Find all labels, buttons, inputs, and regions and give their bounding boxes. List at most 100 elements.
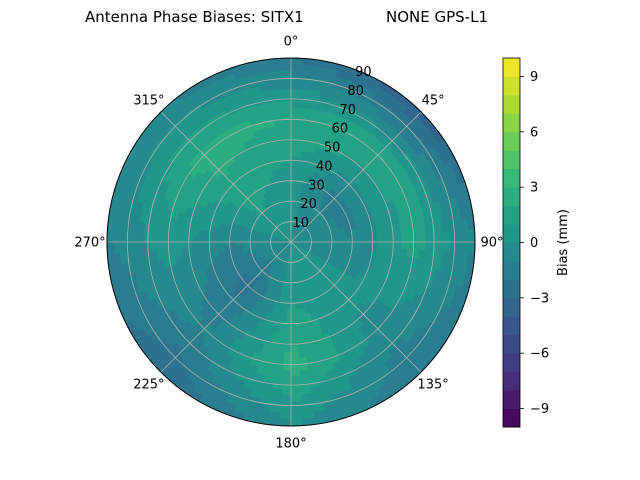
theta-tick-label: 135° (417, 378, 448, 393)
heatmap-cell (394, 234, 402, 243)
heatmap-cell (277, 332, 286, 341)
heatmap-cell (333, 238, 341, 243)
heatmap-cell (455, 241, 464, 254)
heatmap-cell (290, 174, 296, 182)
heatmap-cell (285, 155, 292, 163)
heatmap-cell (376, 241, 384, 249)
heatmap-cell (298, 119, 308, 127)
heatmap-cell (290, 302, 296, 310)
colorbar-segment (503, 408, 520, 428)
radial-tick-label: 40 (316, 159, 333, 174)
heatmap-cell (186, 248, 195, 256)
radial-tick-label: 70 (340, 103, 357, 118)
heatmap-cell (418, 224, 426, 234)
heatmap-cell (274, 357, 284, 365)
colorbar-segment (503, 205, 520, 225)
heatmap-cell (339, 238, 347, 243)
heatmap-cell (281, 382, 292, 390)
heatmap-cell (351, 241, 359, 247)
heatmap-cell (149, 241, 157, 252)
heatmap-cell (394, 241, 402, 250)
theta-tick-label: 180° (275, 437, 306, 452)
heatmap-cell (174, 234, 182, 243)
heatmap-cell (168, 233, 176, 243)
radial-tick-label: 10 (293, 216, 310, 231)
heatmap-cell (285, 315, 292, 323)
colorbar-tick-label: 0 (530, 236, 538, 251)
heatmap-cell (281, 376, 292, 384)
heatmap-cell (297, 338, 305, 347)
heatmap-cell (290, 100, 301, 108)
heatmap-cell (198, 241, 206, 249)
heatmap-cell (345, 237, 353, 243)
polar-grid (106, 57, 476, 427)
heatmap-cell (297, 345, 306, 353)
heatmap-cell (283, 351, 292, 359)
heatmap-cell (281, 100, 292, 108)
heatmap-cell (131, 231, 139, 243)
heatmap-cell (290, 284, 295, 292)
heatmap-cell (468, 241, 475, 255)
heatmap-cell (419, 232, 427, 243)
heatmap-cell (174, 241, 182, 250)
heatmap-cell (358, 241, 365, 248)
heatmap-cell (290, 290, 295, 298)
heatmap-cell (143, 232, 151, 243)
heatmap-cell (295, 308, 301, 316)
heatmap-cell (290, 143, 298, 151)
heatmap-cell (358, 236, 365, 243)
chart-title-right: NONE GPS-L1 (386, 8, 488, 26)
heatmap-cell (155, 232, 163, 243)
heatmap-cell (290, 82, 302, 90)
heatmap-cell (290, 69, 303, 78)
heatmap-cell (425, 241, 433, 252)
heatmap-cell (283, 137, 292, 145)
heatmap-cell (290, 278, 295, 286)
colorbar-segment (503, 390, 520, 409)
heatmap-cell (351, 237, 359, 243)
heatmap-cell (277, 338, 285, 347)
heatmap-cell (279, 155, 287, 164)
heatmap-cell (279, 76, 292, 84)
heatmap-cell (468, 229, 475, 243)
heatmap-cell (273, 369, 283, 377)
radial-tick-label: 90 (355, 65, 372, 80)
heatmap-cell (229, 241, 237, 247)
heatmap-cell (431, 241, 439, 252)
heatmap-cell (192, 228, 201, 237)
heatmap-cell (275, 351, 285, 359)
heatmap-cell (286, 180, 292, 188)
heatmap-cell (431, 232, 439, 243)
heatmap-cell (276, 131, 285, 139)
heatmap-cell (419, 241, 427, 252)
heatmap-cell (118, 241, 127, 254)
heatmap-cell (364, 241, 372, 248)
heatmap-cell (285, 321, 292, 329)
heatmap-cell (186, 241, 194, 250)
heatmap-cell (125, 241, 133, 254)
heatmap-cell (192, 247, 201, 256)
heatmap-cell (174, 248, 182, 258)
heatmap-cell (290, 58, 304, 65)
heatmap-cell (363, 231, 371, 238)
heatmap-cell (168, 241, 176, 251)
heatmap-cell (217, 236, 224, 243)
heatmap-cell (274, 119, 284, 127)
heatmap-cell (275, 125, 285, 133)
heatmap-cell (290, 309, 297, 316)
colorbar-tick-label: −3 (530, 291, 549, 306)
colorbar-tick-label: 3 (530, 181, 538, 196)
heatmap-cell (290, 131, 299, 139)
heatmap-cell (156, 250, 164, 260)
heatmap-cell (370, 241, 378, 248)
heatmap-cell (281, 106, 292, 114)
heatmap-cell (443, 241, 451, 253)
heatmap-cell (279, 413, 292, 421)
theta-tick-label: 0° (284, 35, 299, 50)
heatmap-cell (400, 248, 408, 258)
heatmap-cell (180, 234, 188, 243)
colorbar-segment (503, 242, 520, 262)
heatmap-cell (290, 296, 296, 304)
heatmap-cell (290, 137, 299, 145)
